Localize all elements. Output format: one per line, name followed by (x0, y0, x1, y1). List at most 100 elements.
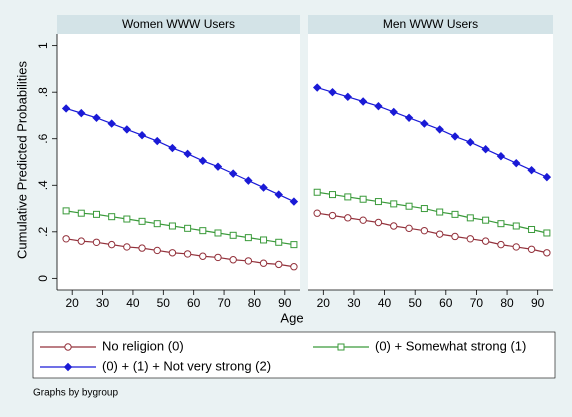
marker (328, 87, 337, 97)
marker (496, 151, 506, 161)
marker (420, 119, 429, 128)
marker (260, 236, 268, 244)
marker (275, 260, 283, 269)
marker (214, 253, 222, 262)
marker (107, 119, 116, 128)
marker (275, 238, 283, 246)
marker (153, 220, 161, 228)
marker (543, 229, 551, 237)
x-tick-label: 70 (217, 296, 231, 310)
marker (358, 97, 368, 106)
marker (420, 205, 428, 213)
legend-marker (64, 343, 72, 351)
marker (436, 208, 444, 216)
x-tick-label: 20 (317, 296, 331, 310)
marker (343, 92, 353, 102)
panel-title: Women WWW Users (122, 17, 235, 31)
y-tick-label: .6 (36, 133, 50, 143)
marker (527, 165, 536, 175)
marker (138, 217, 146, 225)
x-tick-label: 70 (470, 296, 484, 310)
marker (374, 218, 383, 227)
marker (390, 200, 398, 208)
marker (328, 211, 337, 220)
marker (153, 136, 162, 146)
marker (274, 190, 283, 199)
marker (344, 193, 352, 201)
marker (198, 156, 207, 166)
marker (183, 250, 192, 258)
marker (92, 113, 101, 122)
marker (138, 244, 146, 252)
marker (244, 257, 253, 265)
marker (183, 149, 192, 159)
series-line (65, 107, 295, 203)
marker (244, 176, 253, 185)
x-tick-label: 50 (157, 296, 171, 310)
y-axis-title: Cumulative Predicted Probabilities (14, 61, 29, 259)
marker (466, 235, 475, 243)
marker (92, 210, 100, 218)
marker (528, 225, 536, 233)
marker (77, 209, 85, 217)
marker (77, 108, 86, 118)
x-tick-label: 40 (378, 296, 392, 310)
marker (374, 101, 383, 111)
marker (229, 231, 237, 239)
marker (451, 210, 459, 218)
marker (512, 222, 520, 230)
marker (481, 145, 490, 154)
marker (199, 252, 207, 260)
x-tick-label: 20 (66, 296, 80, 310)
marker (451, 232, 459, 241)
panel-header (57, 15, 300, 34)
marker (313, 209, 321, 217)
series-line (66, 238, 295, 268)
x-tick-label: 60 (187, 296, 201, 310)
series-line (66, 210, 295, 246)
marker (359, 195, 367, 203)
marker (168, 143, 177, 153)
y-tick-label: 1 (36, 42, 50, 49)
marker (92, 238, 101, 246)
marker (213, 162, 223, 171)
note: Graphs by bygroup (33, 388, 118, 399)
marker (404, 113, 414, 122)
marker (184, 224, 192, 232)
marker (435, 230, 444, 238)
legend-label: No religion (0) (102, 338, 184, 353)
marker (107, 240, 116, 249)
y-tick-label: .8 (36, 87, 50, 97)
marker (497, 220, 505, 228)
y-tick-label: 0 (36, 275, 50, 282)
marker (168, 222, 176, 230)
marker (137, 131, 147, 140)
panel-header (308, 15, 553, 34)
marker (543, 249, 551, 257)
series-line (317, 212, 548, 254)
y-tick-label: .4 (36, 180, 50, 190)
marker (108, 213, 116, 221)
series-line (317, 86, 548, 178)
marker (329, 191, 336, 199)
x-tick-label: 40 (126, 296, 140, 310)
legend-box (32, 331, 556, 379)
marker (122, 125, 132, 134)
plot-area (57, 34, 300, 290)
x-tick-label: 60 (439, 296, 453, 310)
x-tick-label: 80 (500, 296, 514, 310)
marker (313, 188, 321, 196)
y-tick-label: .2 (36, 226, 50, 236)
x-tick-label: 80 (248, 296, 262, 310)
marker (482, 216, 490, 224)
marker (527, 245, 536, 253)
marker (466, 214, 474, 222)
marker (77, 237, 86, 245)
series-line (317, 191, 548, 234)
marker (542, 172, 552, 182)
marker (123, 215, 131, 223)
marker (359, 216, 367, 224)
x-tick-label: 30 (96, 296, 110, 310)
x-tick-label: 30 (347, 296, 361, 310)
